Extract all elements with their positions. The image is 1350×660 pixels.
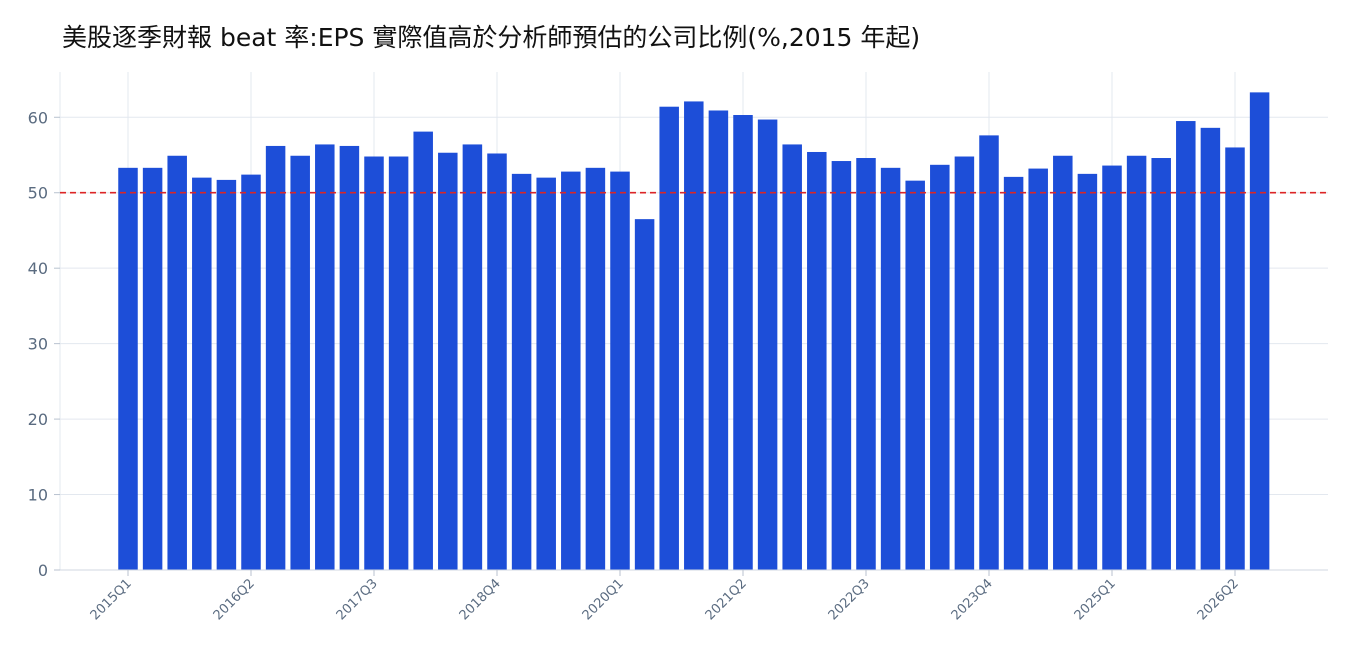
y-tick-label: 60 <box>28 108 48 127</box>
bar <box>1225 147 1245 571</box>
bar <box>757 119 778 570</box>
x-tick-label: 2016Q2 <box>211 576 258 623</box>
bar <box>1053 155 1073 570</box>
x-tick-label: 2026Q2 <box>1195 576 1242 623</box>
x-tick-label: 2025Q1 <box>1072 576 1119 623</box>
bar <box>142 167 163 570</box>
bar <box>856 158 876 570</box>
bar <box>634 219 655 571</box>
bar <box>905 180 925 570</box>
bar <box>880 167 901 570</box>
bar <box>339 145 360 571</box>
bar <box>659 106 679 570</box>
bar <box>167 155 187 570</box>
bar <box>118 167 138 570</box>
bar <box>930 164 950 571</box>
y-tick-label: 50 <box>28 184 48 203</box>
bar <box>1003 176 1024 570</box>
y-tick-label: 30 <box>28 335 48 354</box>
bar <box>561 171 581 570</box>
x-tick-label: 2015Q1 <box>88 576 135 623</box>
bar <box>708 110 729 571</box>
bar <box>265 145 286 571</box>
bar <box>1102 165 1122 570</box>
bar <box>733 115 753 570</box>
bar <box>487 153 507 570</box>
bar <box>511 173 532 570</box>
bar <box>388 156 409 570</box>
bar <box>216 179 237 570</box>
bar <box>364 156 384 570</box>
x-tick-label: 2018Q4 <box>457 576 504 623</box>
x-tick-label: 2017Q3 <box>334 576 381 623</box>
y-tick-label: 10 <box>28 486 48 505</box>
bar <box>831 161 852 570</box>
x-tick-label: 2023Q4 <box>949 576 996 623</box>
bar <box>954 156 975 570</box>
bar <box>1151 158 1171 570</box>
bar <box>684 101 704 570</box>
y-tick-label: 40 <box>28 259 48 278</box>
bar <box>782 144 802 570</box>
bar <box>241 174 261 571</box>
bar <box>979 135 999 570</box>
bar <box>610 171 630 570</box>
x-tick-label: 2022Q3 <box>826 576 873 623</box>
bar <box>1126 155 1147 570</box>
bar <box>315 144 335 570</box>
bar <box>807 151 827 570</box>
bar <box>1200 127 1221 570</box>
bar <box>585 167 606 570</box>
bar <box>192 177 212 571</box>
bar <box>536 177 556 571</box>
y-tick-label: 20 <box>28 410 48 429</box>
chart-title: 美股逐季財報 beat 率:EPS 實際值高於分析師預估的公司比例(%,2015… <box>62 23 921 52</box>
bar <box>1176 121 1196 570</box>
bar <box>1249 92 1270 570</box>
bar <box>1028 168 1048 570</box>
bar <box>1077 173 1098 570</box>
bar <box>290 155 310 570</box>
bar-layer <box>118 92 1270 571</box>
bar <box>438 152 458 570</box>
x-tick-label: 2020Q1 <box>580 576 627 623</box>
x-tick-label: 2021Q2 <box>703 576 750 623</box>
bar <box>413 131 433 571</box>
y-tick-label: 0 <box>38 561 48 580</box>
bar <box>462 144 483 570</box>
